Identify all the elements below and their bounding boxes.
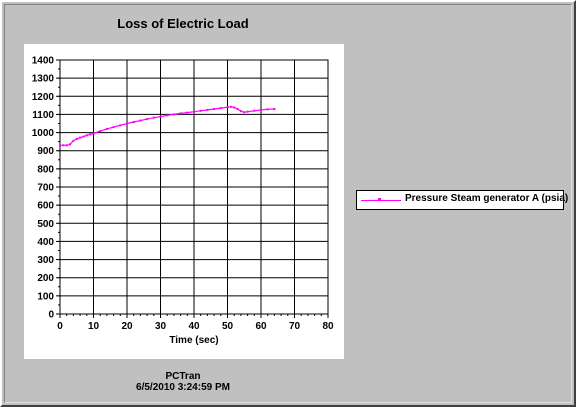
y-tick-label: 100 [37, 291, 54, 302]
data-point [92, 132, 95, 135]
data-point [273, 107, 276, 110]
y-tick-label: 700 [37, 183, 54, 194]
y-tick-label: 1000 [32, 128, 55, 139]
y-tick-label: 800 [37, 164, 54, 175]
data-point [119, 124, 122, 127]
data-point [79, 136, 82, 139]
data-point [89, 133, 92, 136]
data-point [179, 112, 182, 115]
y-tick-label: 300 [37, 255, 54, 266]
data-point [132, 121, 135, 124]
data-point [69, 143, 72, 146]
data-point [105, 127, 108, 130]
data-point [166, 114, 169, 117]
data-point [152, 116, 155, 119]
data-point [82, 135, 85, 138]
data-point [233, 106, 236, 109]
data-point [219, 107, 222, 110]
data-point [186, 111, 189, 114]
data-point [146, 118, 149, 121]
x-tick-label: 30 [155, 321, 167, 332]
data-point [159, 115, 162, 118]
data-point [253, 109, 256, 112]
y-tick-label: 1200 [32, 92, 55, 103]
data-point [236, 107, 239, 110]
x-tick-label: 60 [255, 321, 267, 332]
y-tick-label: 600 [37, 201, 54, 212]
data-point [260, 108, 262, 111]
footer: PCTran 6/5/2010 3:24:59 PM [2, 371, 364, 393]
x-tick-label: 20 [121, 321, 133, 332]
legend-marker-swatch [378, 198, 381, 201]
data-point [199, 109, 202, 112]
legend-label: Pressure Steam generator A (psia) [405, 193, 569, 204]
data-point [239, 110, 242, 113]
data-point [172, 113, 175, 116]
data-point [213, 107, 216, 110]
footer-timestamp: 6/5/2010 3:24:59 PM [136, 382, 230, 393]
window-inner-frame [4, 4, 572, 403]
data-point [246, 110, 249, 113]
data-point [243, 111, 246, 114]
data-point [266, 108, 269, 111]
footer-app-name: PCTran [165, 371, 201, 382]
data-point [206, 108, 209, 111]
y-tick-label: 200 [37, 273, 54, 284]
x-tick-label: 50 [222, 321, 234, 332]
series-line [60, 106, 275, 146]
data-point [85, 134, 88, 137]
data-point [65, 144, 68, 147]
x-tick-label: 80 [322, 321, 334, 332]
data-point [229, 105, 232, 108]
line-chart: 0 10 20 30 40 50 60 70 8001002003004005006007008… [32, 56, 334, 347]
y-tick-label: 1300 [32, 74, 55, 85]
data-point [193, 110, 195, 113]
plot-frame [59, 59, 329, 315]
plot-area: 0 10 20 30 40 50 60 70 80 0 100 200 300 400 500 600 700 8… [24, 44, 344, 359]
y-tick-label: 500 [37, 219, 54, 230]
data-point [62, 144, 65, 147]
y-tick-label: 1400 [32, 56, 55, 67]
x-tick-label: 10 [88, 321, 100, 332]
data-point [112, 126, 115, 129]
data-point [72, 139, 75, 142]
data-point [59, 144, 61, 147]
data-point [99, 130, 102, 133]
chart-title: Loss of Electric Load [117, 16, 249, 31]
legend: Pressure Steam generator A (psia) [356, 190, 568, 210]
y-tick-label: 400 [37, 237, 54, 248]
legend-line-swatch [361, 200, 401, 201]
y-tick-label: 0 [48, 310, 54, 321]
x-tick-label: 0 [57, 321, 63, 332]
data-point [226, 106, 229, 109]
x-tick-label: 40 [188, 321, 200, 332]
x-axis-title: Time (sec) [169, 335, 218, 346]
y-tick-label: 900 [37, 146, 54, 157]
x-tick-label: 70 [289, 321, 301, 332]
y-tick-label: 1100 [32, 110, 54, 121]
data-point [139, 119, 142, 122]
data-point [126, 122, 128, 125]
data-point [75, 137, 78, 140]
